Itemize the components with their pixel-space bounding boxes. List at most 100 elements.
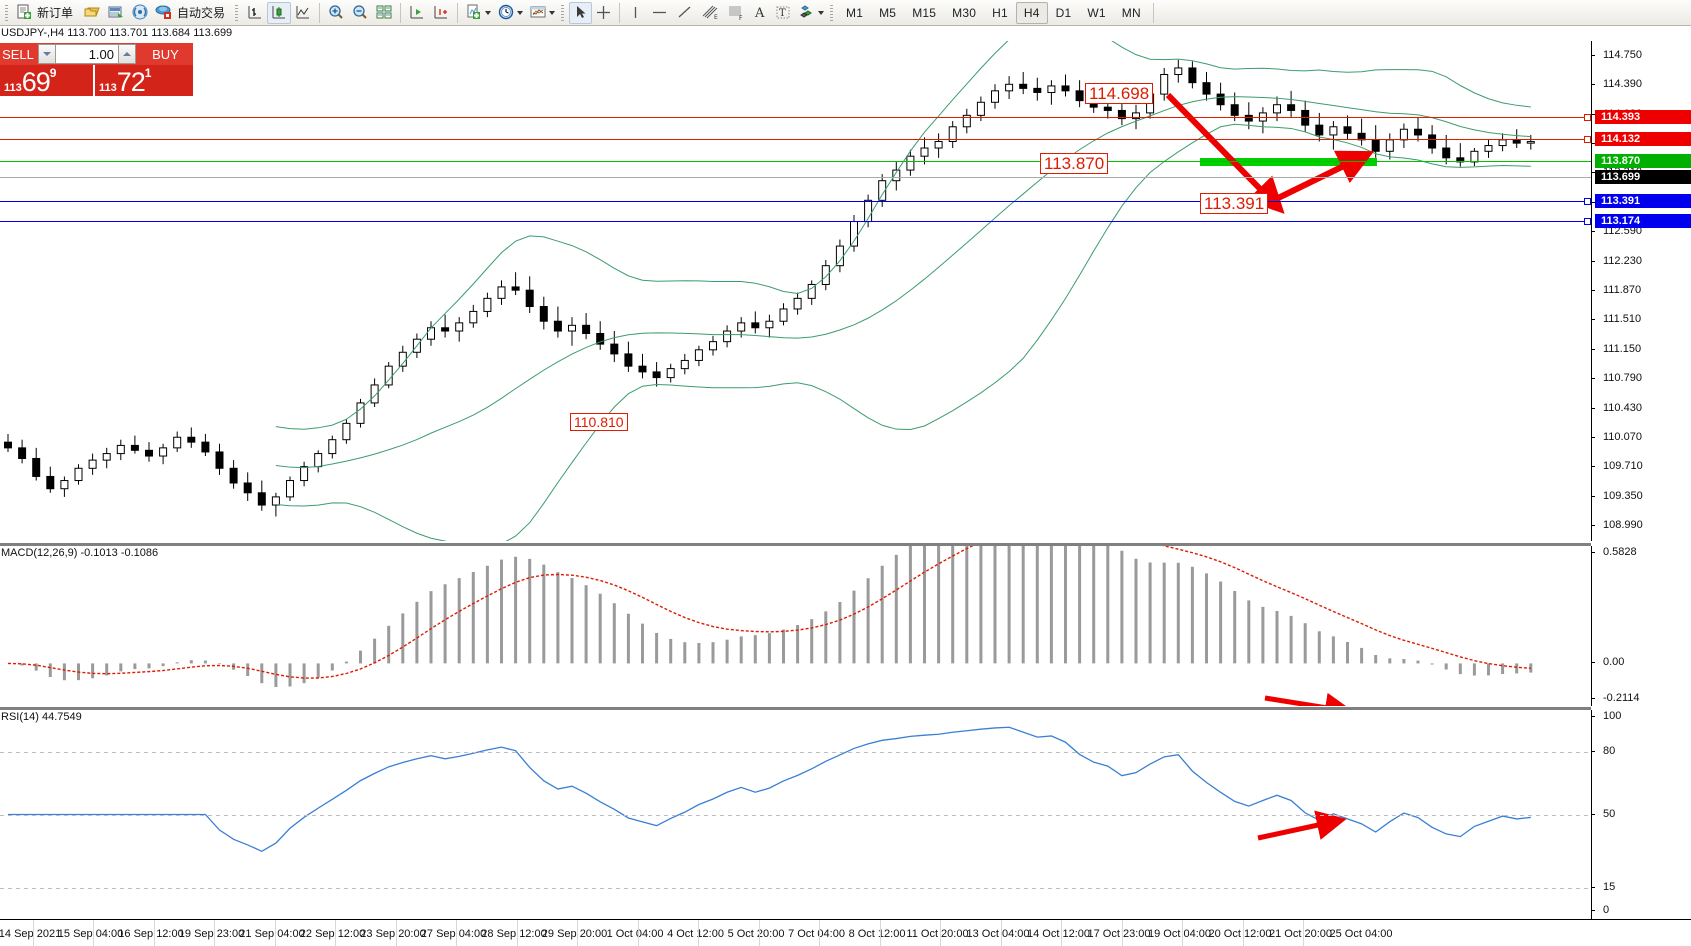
price-annotation[interactable]: 114.698: [1085, 83, 1154, 104]
tile-windows-icon: [375, 4, 393, 21]
zoom-in-button[interactable]: [324, 2, 348, 24]
trendline-button[interactable]: [672, 2, 697, 24]
level-line[interactable]: [0, 201, 1591, 202]
new-order-button[interactable]: 新订单: [13, 2, 80, 24]
buy-button[interactable]: 113 72 1: [95, 65, 193, 96]
time-axis[interactable]: 14 Sep 2021 15 Sep 04:00 16 Sep 12:00 19 Se…: [0, 919, 1691, 946]
price-pane[interactable]: 114.750114.390114.030113.670113.310112.9…: [0, 41, 1691, 577]
level-line[interactable]: [0, 117, 1591, 118]
timeframe-d1[interactable]: D1: [1055, 5, 1072, 20]
volume-increase-button[interactable]: [118, 44, 136, 64]
sell-button[interactable]: 113 69 9: [0, 65, 93, 96]
level-line[interactable]: [0, 221, 1591, 222]
timeframe-m15[interactable]: M15: [912, 5, 937, 20]
text-button[interactable]: A: [749, 2, 771, 24]
rsi-pane[interactable]: RSI(14) 44.7549 100 80 50 15 0: [0, 710, 1691, 919]
chart-area[interactable]: 114.750114.390114.030113.670113.310112.9…: [0, 41, 1691, 946]
rsi-axis[interactable]: 100 80 50 15 0: [1591, 710, 1691, 919]
level-line-handle[interactable]: [1584, 136, 1591, 143]
time-axis-separator: [1061, 920, 1062, 946]
auto-trading-button[interactable]: 自动交易: [152, 2, 232, 24]
shapes-button[interactable]: [795, 2, 827, 24]
timeframe-m1[interactable]: M1: [846, 5, 864, 20]
price-tag-line[interactable]: 114.132: [1595, 132, 1691, 146]
time-axis-label: 16 Sep 12:00: [118, 928, 184, 940]
cursor-button[interactable]: [569, 1, 593, 24]
macd-plot[interactable]: MACD(12,26,9) -0.1013 -0.1086: [0, 546, 1591, 706]
vertical-line-button[interactable]: [624, 2, 647, 24]
timeframe-h4[interactable]: H4: [1015, 1, 1048, 24]
templates-button[interactable]: [526, 2, 558, 24]
folder-icon: [83, 4, 101, 21]
zoom-out-button[interactable]: [348, 2, 372, 24]
time-axis-separator: [758, 920, 760, 946]
price-annotation[interactable]: 113.391: [1200, 193, 1269, 214]
price-tag-last[interactable]: 113.699: [1595, 170, 1691, 184]
new-chart-dropdown-caret[interactable]: [485, 10, 492, 15]
level-line-handle[interactable]: [1584, 198, 1591, 205]
shapes-dropdown-caret[interactable]: [818, 10, 825, 15]
up-recovery-arrow: [1270, 150, 1375, 204]
price-tag-bid[interactable]: 113.391: [1595, 194, 1691, 208]
timeframe-mn[interactable]: MN: [1121, 5, 1141, 20]
timeframe-m30[interactable]: M30: [952, 5, 977, 20]
price-axis[interactable]: 114.750114.390114.030113.670113.310112.9…: [1591, 41, 1691, 541]
level-line[interactable]: [0, 161, 1591, 162]
toolbar-grip[interactable]: [3, 2, 10, 23]
level-line-handle[interactable]: [1584, 218, 1591, 225]
horizontal-line-button[interactable]: [647, 2, 672, 24]
level-line-handle[interactable]: [1584, 114, 1591, 121]
price-annotation[interactable]: 110.810: [570, 413, 628, 431]
vertical-line-icon: [627, 4, 644, 21]
price-tick: 114.390: [1591, 78, 1691, 91]
volume-input[interactable]: 1.00: [56, 44, 118, 64]
time-axis-label: 14 Sep 2021: [0, 928, 62, 940]
rsi-tick: 15: [1591, 881, 1691, 894]
one-click-trading-panel[interactable]: SELL 1.00 BUY 113 69 9 113 72 1: [0, 43, 193, 96]
price-plot[interactable]: [0, 41, 1591, 541]
price-candles: [4, 41, 1535, 541]
toolbar-grip-3[interactable]: [559, 2, 567, 23]
price-tag-ask[interactable]: 114.393: [1595, 110, 1691, 124]
timeframe-m5[interactable]: M5: [879, 5, 897, 20]
price-annotation[interactable]: 113.870: [1040, 153, 1109, 174]
time-axis-label: 28 Sep 12:00: [481, 928, 547, 940]
candlestick-chart-button[interactable]: [267, 1, 292, 24]
period-dropdown-caret[interactable]: [517, 10, 524, 15]
level-line[interactable]: [0, 177, 1591, 178]
volume-stepper[interactable]: 1.00: [36, 43, 138, 65]
toolbar-grip-2[interactable]: [233, 2, 241, 23]
volume-decrease-button[interactable]: [38, 44, 56, 64]
macd-axis[interactable]: 0.5828 0.00 -0.2114: [1591, 546, 1691, 706]
timeframe-w1[interactable]: W1: [1087, 5, 1106, 20]
line-chart-button[interactable]: [291, 2, 315, 24]
new-chart-button[interactable]: [462, 2, 494, 24]
bar-chart-button[interactable]: [243, 2, 267, 24]
macd-tick: -0.2114: [1591, 692, 1691, 705]
period-button[interactable]: [494, 2, 526, 24]
new-order-icon: [16, 4, 33, 21]
terminal-button[interactable]: [104, 2, 128, 24]
timeframe-h1[interactable]: H1: [992, 5, 1008, 20]
new-order-label: 新订单: [37, 6, 74, 20]
green-support-zone: [1200, 158, 1377, 166]
shift-end-button[interactable]: [405, 2, 429, 24]
chevron-up-icon: [123, 52, 131, 56]
tile-windows-button[interactable]: [372, 2, 396, 24]
fibonacci-button[interactable]: F: [723, 2, 749, 24]
equidistant-channel-button[interactable]: E: [697, 2, 723, 24]
price-tag-line[interactable]: 113.174: [1595, 214, 1691, 228]
auto-scroll-button[interactable]: [429, 2, 453, 24]
level-line[interactable]: [0, 139, 1591, 140]
templates-dropdown-caret[interactable]: [549, 10, 556, 15]
crosshair-button[interactable]: [592, 2, 615, 24]
text-label-button[interactable]: T: [771, 2, 795, 24]
time-axis-label: 17 Oct 23:00: [1087, 928, 1151, 940]
trendline-icon: [675, 4, 694, 21]
metaeditor-button[interactable]: [80, 2, 104, 24]
macd-pane[interactable]: MACD(12,26,9) -0.1013 -0.1086 0.5828 0.00…: [0, 546, 1691, 706]
signals-button[interactable]: [128, 2, 152, 24]
toolbar-grip-4[interactable]: [828, 2, 836, 23]
rsi-plot[interactable]: RSI(14) 44.7549: [0, 710, 1591, 919]
price-tag-pivot[interactable]: 113.870: [1595, 154, 1691, 168]
